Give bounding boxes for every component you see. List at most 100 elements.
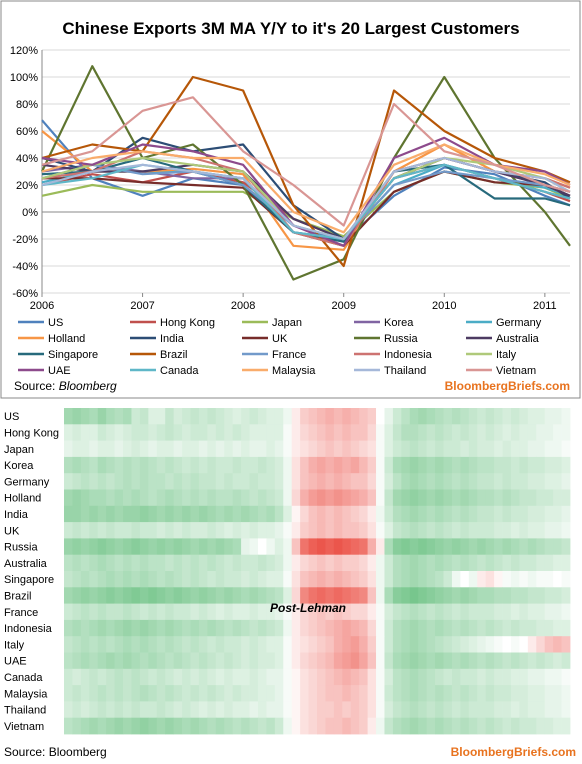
heatmap-cell — [342, 571, 352, 588]
heatmap-cell — [291, 717, 301, 735]
heatmap-cell — [123, 440, 132, 458]
heatmap-cell — [325, 538, 335, 556]
heatmap-cell — [502, 473, 512, 490]
heatmap-cell — [536, 701, 546, 719]
y-tick-label: 60% — [16, 126, 38, 138]
heatmap-cell — [300, 668, 309, 686]
heatmap-cell — [64, 701, 73, 719]
heatmap-cell — [418, 685, 428, 702]
heatmap-source-note: Source: Bloomberg — [4, 745, 107, 759]
heatmap-cell — [215, 652, 225, 670]
heatmap-cell — [342, 505, 352, 523]
heatmap-cell — [350, 538, 360, 556]
heatmap-cell — [139, 505, 149, 523]
heatmap-cell — [443, 489, 453, 507]
heatmap-cell — [198, 505, 208, 523]
heatmap-cell — [527, 408, 537, 425]
heatmap-cell — [89, 440, 99, 458]
heatmap-cell — [207, 701, 217, 719]
heatmap-cell — [89, 587, 99, 604]
heatmap-cell — [536, 652, 546, 670]
heatmap-cell — [376, 522, 385, 539]
heatmap-row-label: Thailand — [4, 705, 46, 717]
heatmap-cell — [527, 489, 537, 507]
heatmap-row-label: Vietnam — [4, 721, 44, 733]
heatmap-cell — [266, 473, 276, 490]
heatmap-cell — [384, 408, 394, 425]
heatmap-cell — [80, 489, 90, 507]
heatmap-cell — [123, 456, 132, 474]
heatmap-cell — [165, 603, 175, 621]
heatmap-cell — [224, 473, 234, 490]
heatmap-cell — [72, 538, 82, 556]
heatmap-cell — [97, 619, 107, 637]
heatmap-cell — [72, 619, 82, 637]
heatmap-cell — [165, 652, 175, 670]
heatmap-cell — [139, 456, 149, 474]
heatmap-cell — [131, 652, 141, 670]
heatmap-cell — [300, 424, 309, 441]
heatmap-cell — [232, 424, 242, 441]
heatmap-cell — [80, 440, 90, 458]
heatmap-cell — [519, 489, 529, 507]
heatmap-cell — [553, 424, 562, 441]
heatmap-cell — [283, 456, 293, 474]
heatmap-cell — [494, 603, 503, 621]
heatmap-cell — [342, 473, 352, 490]
heatmap-cell — [308, 636, 318, 653]
heatmap-cell — [342, 456, 352, 474]
heatmap-cell — [519, 685, 529, 702]
legend-label: Malaysia — [272, 365, 316, 377]
heatmap-cell — [325, 701, 335, 719]
heatmap-cell — [131, 505, 141, 523]
heatmap-cell — [409, 571, 419, 588]
heatmap-cell — [274, 408, 284, 425]
heatmap-cell — [485, 424, 495, 441]
heatmap-cell — [198, 408, 208, 425]
heatmap-cell — [106, 717, 115, 735]
heatmap-cell — [89, 505, 99, 523]
heatmap-cell — [342, 652, 352, 670]
heatmap-cell — [139, 473, 149, 490]
heatmap-cell — [333, 538, 343, 556]
heatmap-cell — [257, 652, 267, 670]
heatmap-cell — [123, 522, 132, 539]
heatmap-cell — [249, 408, 259, 425]
heatmap-cell — [485, 685, 495, 702]
heatmap-cell — [173, 603, 183, 621]
heatmap-cell — [317, 522, 326, 539]
heatmap-cell — [241, 701, 250, 719]
heatmap-cell — [359, 456, 368, 474]
plot-grid — [41, 49, 570, 294]
heatmap-cell — [139, 538, 149, 556]
heatmap-cell — [190, 636, 200, 653]
heatmap-cell — [156, 685, 166, 702]
heatmap-cell — [392, 619, 402, 637]
heatmap-cell — [207, 538, 217, 556]
heatmap-cell — [283, 554, 293, 572]
heatmap-cell — [148, 603, 158, 621]
heatmap-cell — [114, 473, 124, 490]
heatmap-cell — [426, 522, 436, 539]
heatmap-cell — [376, 456, 385, 474]
heatmap-cell — [207, 424, 217, 441]
heatmap-cell — [232, 603, 242, 621]
heatmap-cell — [182, 717, 191, 735]
heatmap-cell — [89, 701, 99, 719]
heatmap-cell — [376, 408, 385, 425]
heatmap-cell — [266, 408, 276, 425]
heatmap-cell — [460, 505, 470, 523]
heatmap-cell — [139, 668, 149, 686]
heatmap-cell — [182, 408, 191, 425]
heatmap-cell — [257, 505, 267, 523]
heatmap-cell — [156, 619, 166, 637]
heatmap-cell — [317, 505, 326, 523]
heatmap-cell — [283, 505, 293, 523]
heatmap-cell — [435, 440, 444, 458]
heatmap-cell — [131, 619, 141, 637]
heatmap-cell — [156, 424, 166, 441]
heatmap-cell — [114, 668, 124, 686]
heatmap-cell — [148, 489, 158, 507]
heatmap-cell — [97, 505, 107, 523]
heatmap-cell — [241, 668, 250, 686]
